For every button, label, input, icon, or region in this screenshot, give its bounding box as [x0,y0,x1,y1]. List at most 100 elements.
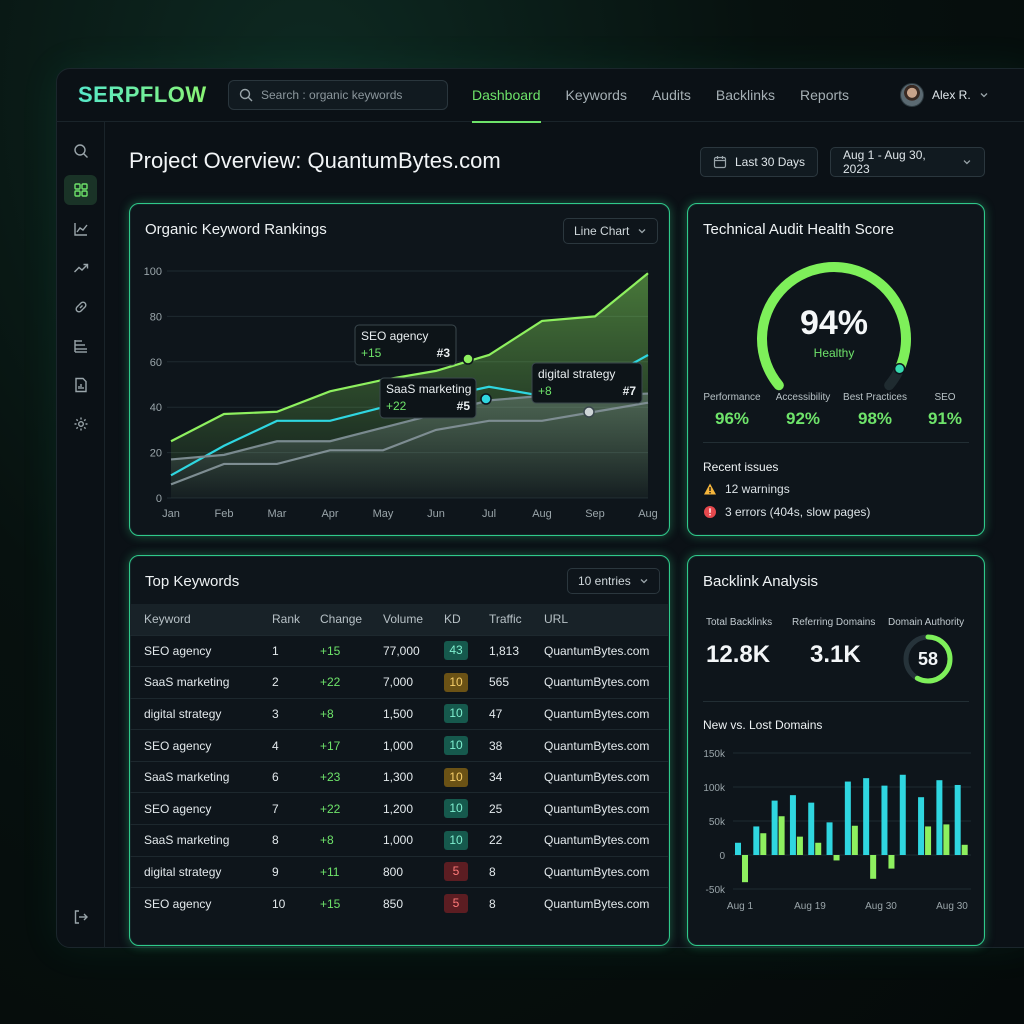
top-bar: SERPFLOW Search : organic keywords Dashb… [56,68,1024,123]
nav-audits[interactable]: Audits [651,87,691,103]
metric-value: 91% [927,409,963,428]
cell-url[interactable]: QuantumBytes.com [530,887,668,920]
y-tick-label: 0 [156,493,162,505]
date-range-select[interactable]: Aug 1 - Aug 30, 2023 [830,147,985,177]
nav-dashboard[interactable]: Dashboard [472,68,541,123]
cell-volume: 1,300 [369,760,430,793]
issue-warnings[interactable]: 12 warnings [703,482,790,496]
search-input[interactable]: Search : organic keywords [228,80,448,110]
nav-backlinks[interactable]: Backlinks [715,87,776,103]
search-placeholder: Search : organic keywords [261,88,403,102]
table-row[interactable]: SEO agency 4 +17 1,000 10 38 QuantumBytes.com [130,729,668,762]
x-tick-label: Apr [321,508,338,520]
new-domains-bar [918,797,925,855]
trend-icon[interactable] [64,253,97,283]
chart-type-value: Line Chart [574,224,630,238]
kd-badge: 5 [444,894,468,914]
new-domains-bar [844,781,851,855]
callout-box [531,362,643,404]
table-row[interactable]: digital strategy 3 +8 1,500 10 47 QuantumBytes… [130,697,668,730]
cell-change: +22 [306,666,369,699]
cell-volume: 77,000 [369,634,430,667]
cell-url[interactable]: QuantumBytes.com [530,760,668,793]
cell-kd: 10 [430,697,475,730]
x-tick-label: Aug 30 [936,901,968,912]
metric-seo: SEO 91% [910,392,980,429]
column-header-url[interactable]: URL [530,604,668,635]
column-header-rank[interactable]: Rank [258,604,306,635]
table-row[interactable]: SaaS marketing 2 +22 7,000 10 565 QuantumBytes… [130,666,668,699]
column-header-traffic[interactable]: Traffic [475,604,530,635]
table-row[interactable]: SEO agency 10 +15 850 5 8 QuantumBytes.com [130,887,668,920]
callout-box [379,377,477,419]
table-row[interactable]: SEO agency 1 +15 77,000 43 1,813 QuantumBytes.… [130,634,668,667]
cell-url[interactable]: QuantumBytes.com [530,855,668,888]
cell-traffic: 34 [475,760,530,793]
table-row[interactable]: SEO agency 7 +22 1,200 10 25 QuantumBytes.com [130,792,668,825]
table-row[interactable]: SaaS marketing 8 +8 1,000 10 22 QuantumBytes.c… [130,824,668,857]
audit-list-icon[interactable] [64,331,97,361]
cell-keyword: SEO agency [130,887,258,920]
column-header-change[interactable]: Change [306,604,369,635]
search-icon[interactable] [64,136,97,166]
report-icon[interactable] [64,370,97,400]
x-tick-label: Aug 30 [865,901,897,912]
issue-errors[interactable]: 3 errors (404s, slow pages) [703,505,870,519]
lost-domains-bar [961,844,968,855]
rankings-card: Organic Keyword Rankings Line Chart 0 20 4… [129,203,670,536]
dashboard-icon[interactable] [64,175,97,205]
cell-change: +22 [306,792,369,825]
cell-url[interactable]: QuantumBytes.com [530,634,668,667]
cell-rank: 3 [258,697,306,730]
gear-icon[interactable] [64,409,97,439]
cell-volume: 1,500 [369,697,430,730]
column-header-volume[interactable]: Volume [369,604,430,635]
cell-keyword: SaaS marketing [130,760,258,793]
y-tick-label: 40 [150,402,162,414]
cell-url[interactable]: QuantumBytes.com [530,697,668,730]
callout-rank: #5 [457,399,471,413]
rankings-chart: 0 20 40 60 80 100 Jan Feb Mar Apr May Jun Jul Aug Sep A… [144,266,658,520]
range-picker[interactable]: Last 30 Days [700,147,819,177]
nav-keywords[interactable]: Keywords [565,87,627,103]
analytics-icon[interactable] [64,214,97,244]
lost-domains-bar [796,836,803,855]
entries-select[interactable]: 10 entries [567,568,660,594]
app-logo[interactable]: SERPFLOW [78,82,207,107]
lost-domains-bar [888,855,895,869]
cell-url[interactable]: QuantumBytes.com [530,792,668,825]
cell-url[interactable]: QuantumBytes.com [530,666,668,699]
total-backlinks-label: Total Backlinks [706,617,773,628]
nav-reports[interactable]: Reports [800,87,850,103]
cell-keyword: SEO agency [130,729,258,762]
referring-domains-value: 3.1K [810,641,861,668]
lost-domains-bar [760,833,767,855]
table-row[interactable]: digital strategy 9 +11 800 5 8 QuantumBytes.co… [130,855,668,888]
column-header-keyword[interactable]: Keyword [130,604,258,635]
chevron-down-icon [638,229,646,234]
metric-value: 98% [857,409,893,428]
link-icon[interactable] [64,292,97,322]
callout-rank: #3 [437,346,451,360]
cell-rank: 9 [258,855,306,888]
cell-url[interactable]: QuantumBytes.com [530,824,668,857]
cell-change: +15 [306,634,369,667]
metric-label: Performance [703,392,761,403]
logout-icon[interactable] [64,902,97,932]
callout-change: +22 [386,399,407,413]
cell-kd: 5 [430,887,475,920]
chevron-down-icon [980,93,988,98]
callout-box [354,324,457,366]
cell-url[interactable]: QuantumBytes.com [530,729,668,762]
issue-text: 3 errors (404s, slow pages) [725,505,871,519]
health-status: Healthy [813,346,855,360]
column-header-kd[interactable]: KD [430,604,475,635]
chart-type-select[interactable]: Line Chart [563,218,659,244]
y-tick-label: 100k [703,783,726,794]
cell-traffic: 47 [475,697,530,730]
series-line [170,272,649,443]
metric-accessibility: Accessibility 92% [768,392,838,429]
user-menu[interactable]: Alex R. [900,83,989,107]
table-row[interactable]: SaaS marketing 6 +23 1,300 10 34 QuantumBytes.… [130,760,668,793]
warning-icon [704,483,716,495]
